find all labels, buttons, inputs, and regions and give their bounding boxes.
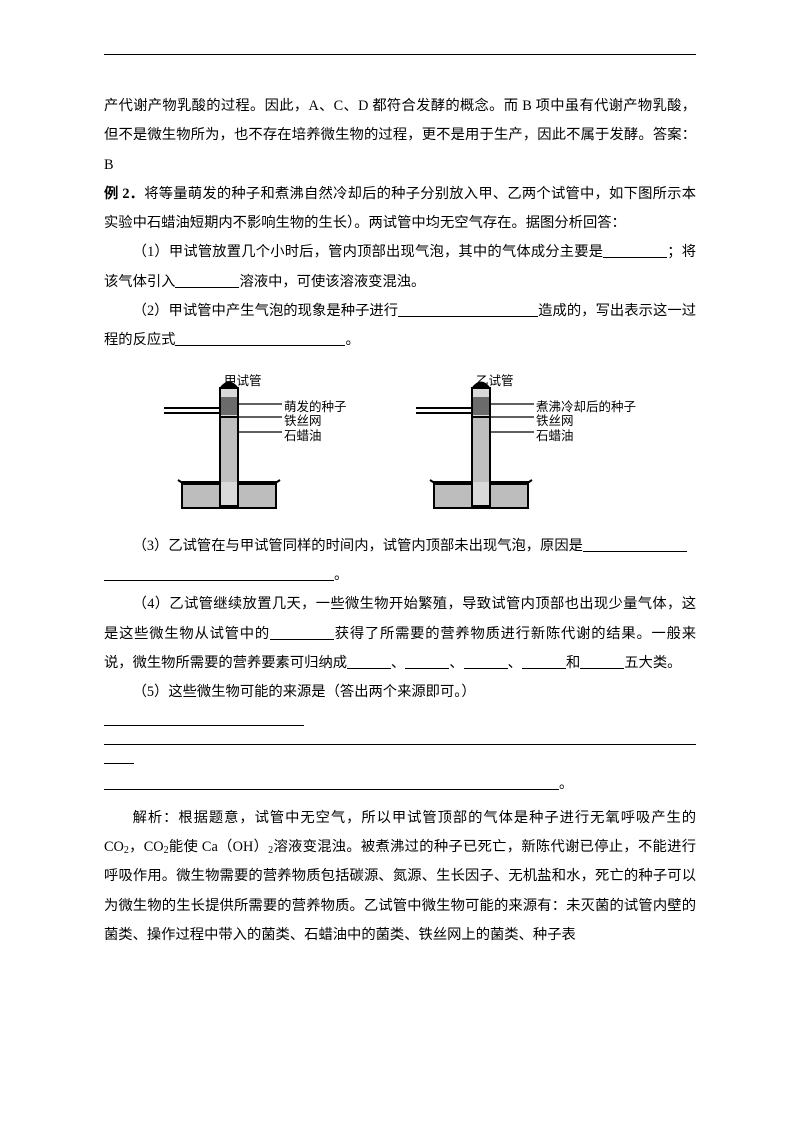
intro-text: 产代谢产物乳酸的过程。因此，A、C、D 都符合发酵的概念。而 B 项中虽有代谢产… <box>104 98 696 173</box>
analysis: 解析：根据题意，试管中无空气，所以甲试管顶部的气体是种子进行无氧呼吸产生的CO2… <box>104 804 696 950</box>
analysis-c: 能使 Ca（OH） <box>169 839 269 855</box>
q2-c: 。 <box>345 332 359 348</box>
diagrams-row: 甲试管 萌发的种子 铁丝网 石蜡油 乙试管 <box>104 370 696 518</box>
intro-paragraph: 产代谢产物乳酸的过程。因此，A、C、D 都符合发酵的概念。而 B 项中虽有代谢产… <box>104 92 696 180</box>
q4-blank-0 <box>270 625 334 640</box>
q1-a: （1）甲试管放置几个小时后，管内顶部出现气泡，其中的气体成分主要是 <box>133 244 604 260</box>
question-5-underline-3 <box>104 763 134 764</box>
q2-blank-1 <box>398 302 538 317</box>
question-5-underline-4: 。 <box>104 770 696 799</box>
question-3: （3）乙试管在与甲试管同样的时间内，试管内顶部未出现气泡，原因是 <box>104 532 696 561</box>
example-text: 将等量萌发的种子和煮沸自然冷却后的种子分别放入甲、乙两个试管中，如下图所示本实验… <box>104 186 696 231</box>
diagram-right-svg <box>416 370 636 518</box>
q4-d: 、 <box>449 655 463 671</box>
q1-c: 溶液中，可使该溶液变混浊。 <box>239 274 425 290</box>
q1-blank-2 <box>175 273 239 288</box>
question-5-underline-1 <box>104 725 304 726</box>
q3-blank-1 <box>583 537 687 552</box>
diagram-right: 乙试管 煮沸冷却后的种子 铁丝网 石蜡油 <box>416 370 636 518</box>
q2-a: （2）甲试管中产生气泡的现象是种子进行 <box>133 303 399 319</box>
q3-blank-2 <box>104 566 334 581</box>
q1-blank-1 <box>603 243 667 258</box>
question-1: （1）甲试管放置几个小时后，管内顶部出现气泡，其中的气体成分主要是；将该气体引入… <box>104 238 696 297</box>
q4-blank-4 <box>522 654 566 669</box>
diagram-left-title: 甲试管 <box>224 370 262 389</box>
q4-blank-2 <box>405 654 449 669</box>
top-horizontal-rule <box>104 54 696 55</box>
example-label: 例 2． <box>104 186 144 202</box>
q3-b: 。 <box>334 567 348 583</box>
question-5-underline-2 <box>104 744 696 745</box>
question-4: （4）乙试管继续放置几天，一些微生物开始繁殖，导致试管内顶部也出现少量气体，这是… <box>104 590 696 678</box>
diagram-left-svg <box>164 370 384 518</box>
q4-g: 五大类。 <box>624 655 681 671</box>
q4-blank-3 <box>464 654 508 669</box>
diagram-right-label3: 石蜡油 <box>536 425 574 444</box>
diagram-left: 甲试管 萌发的种子 铁丝网 石蜡油 <box>164 370 384 518</box>
q2-blank-2 <box>175 331 345 346</box>
q4-f: 和 <box>566 655 580 671</box>
q4-e: 、 <box>508 655 522 671</box>
diagram-right-title: 乙试管 <box>476 370 514 389</box>
example2: 例 2．将等量萌发的种子和煮沸自然冷却后的种子分别放入甲、乙两个试管中，如下图所… <box>104 180 696 239</box>
question-2: （2）甲试管中产生气泡的现象是种子进行造成的，写出表示这一过程的反应式。 <box>104 297 696 356</box>
q4-c: 、 <box>391 655 405 671</box>
q4-blank-1 <box>347 654 391 669</box>
q5-blank-4 <box>104 775 559 790</box>
q5-tail: 。 <box>559 776 573 792</box>
question-3-line2: 。 <box>104 561 696 590</box>
q5-text: （5）这些微生物可能的来源是（答出两个来源即可。） <box>133 684 476 700</box>
diagram-left-label3: 石蜡油 <box>284 425 322 444</box>
analysis-b: ，CO <box>129 839 164 855</box>
q3-a: （3）乙试管在与甲试管同样的时间内，试管内顶部未出现气泡，原因是 <box>133 538 583 554</box>
question-5: （5）这些微生物可能的来源是（答出两个来源即可。） <box>104 678 696 707</box>
q4-blank-5 <box>580 654 624 669</box>
